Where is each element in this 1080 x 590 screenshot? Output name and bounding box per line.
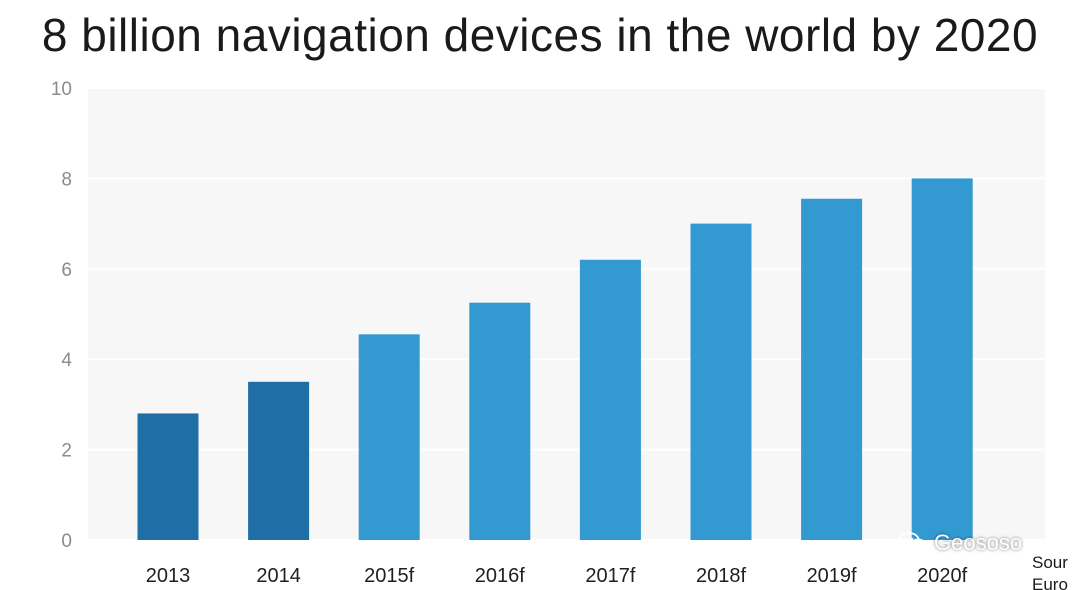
x-tick-label: 2020f <box>917 565 967 587</box>
bars <box>137 178 973 541</box>
bar-2014 <box>248 381 310 540</box>
x-axis-labels: 2013 2014 2015f 2016f 2017f 2018f 2019f 2020f <box>146 565 968 587</box>
y-tick-label: 10 <box>51 79 72 100</box>
chart-title: 8 billion navigation devices in the worl… <box>41 9 1039 61</box>
plot-area <box>88 88 1045 540</box>
x-tick-label: 2015f <box>364 565 414 587</box>
bar-2016f <box>469 302 531 540</box>
source-note-line1: Sour <box>1032 553 1068 572</box>
wechat-icon <box>898 532 927 554</box>
x-tick-label: 2013 <box>146 565 191 587</box>
y-tick-label: 4 <box>61 350 72 371</box>
x-tick-label: 2014 <box>256 565 301 587</box>
y-tick-label: 6 <box>61 260 72 281</box>
x-tick-label: 2019f <box>807 565 857 587</box>
bar-2019f <box>801 198 863 541</box>
y-tick-label: 0 <box>61 531 72 552</box>
bar-2013 <box>137 413 199 540</box>
watermark-text: Geososo <box>934 530 1023 555</box>
gridlines <box>88 87 1045 541</box>
x-tick-label: 2017f <box>585 565 635 587</box>
source-note-line2: Euro <box>1032 575 1068 590</box>
x-tick-label: 2018f <box>696 565 746 587</box>
y-axis-ticks: 0 2 4 6 8 10 <box>51 79 73 552</box>
y-tick-label: 8 <box>61 169 72 190</box>
y-tick-label: 2 <box>61 441 72 462</box>
bar-2018f <box>690 223 752 540</box>
watermark: Geososo <box>898 530 1022 556</box>
bar-2020f <box>911 178 973 540</box>
x-tick-label: 2016f <box>475 565 525 587</box>
source-note: Sour Euro <box>1032 552 1080 590</box>
bar-2017f <box>579 259 641 540</box>
bar-2015f <box>358 334 420 540</box>
